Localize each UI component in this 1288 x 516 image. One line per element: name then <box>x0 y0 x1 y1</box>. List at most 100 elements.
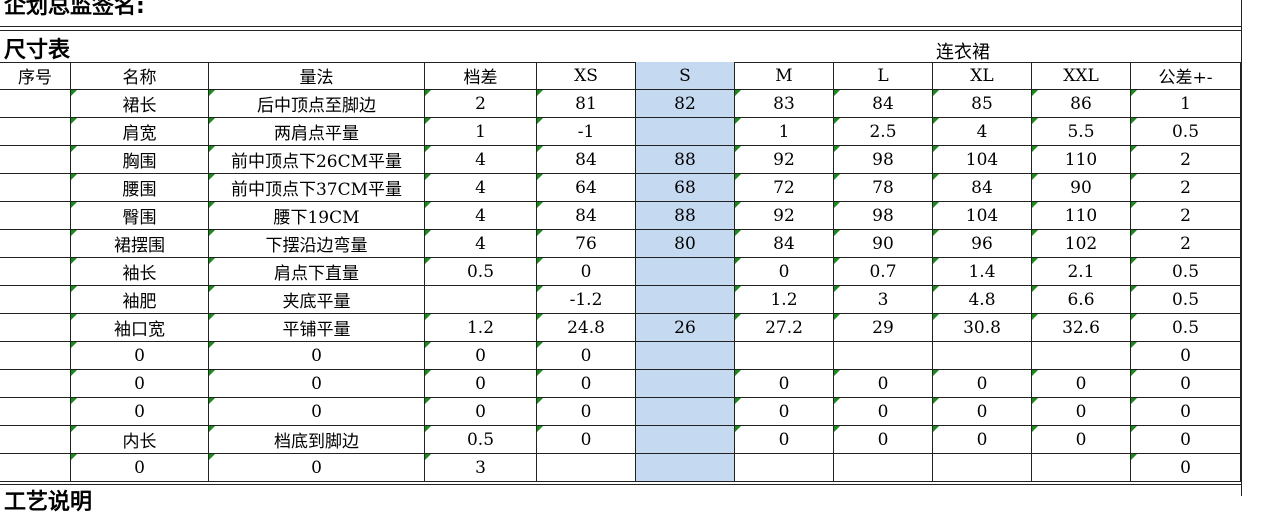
table-cell <box>933 342 1032 370</box>
table-cell: 27.2 <box>735 314 834 342</box>
header-cell: L <box>834 62 933 90</box>
title: 尺寸表 <box>4 38 71 63</box>
table-cell <box>0 258 71 286</box>
table-cell: 0 <box>71 398 209 426</box>
table-cell <box>0 230 71 258</box>
table-cell: 84 <box>735 230 834 258</box>
header-cell: XL <box>933 62 1032 90</box>
top-text: 企划总监签名: <box>4 0 145 19</box>
table-cell: 0 <box>209 342 425 370</box>
table-cell <box>834 454 933 482</box>
table-cell <box>735 454 834 482</box>
header-cell: M <box>735 62 834 90</box>
table-cell: 2 <box>1131 202 1241 230</box>
table-cell: 裙摆围 <box>71 230 209 258</box>
table-cell <box>636 370 735 398</box>
table-cell <box>0 146 71 174</box>
table-cell: 0.5 <box>1131 286 1241 314</box>
table-cell <box>425 286 537 314</box>
header-cell: 序号 <box>0 62 71 90</box>
table-cell <box>933 454 1032 482</box>
table-cell: -1 <box>537 118 636 146</box>
header-cell: 量法 <box>209 62 425 90</box>
border <box>1241 0 1242 496</box>
table-cell: 0 <box>209 398 425 426</box>
table-cell: 腰下19CM <box>209 202 425 230</box>
table-cell: 0 <box>735 258 834 286</box>
table-cell: 0 <box>1032 370 1131 398</box>
table-cell: 0 <box>537 370 636 398</box>
table-cell: 0 <box>1131 426 1241 454</box>
table-cell: 前中顶点下26CM平量 <box>209 146 425 174</box>
table-cell <box>834 342 933 370</box>
table-cell: 0 <box>735 370 834 398</box>
header-cell: 公差+- <box>1131 62 1241 90</box>
table-cell <box>636 454 735 482</box>
table-cell: 0 <box>834 398 933 426</box>
table-cell: 5.5 <box>1032 118 1131 146</box>
table-cell: 袖肥 <box>71 286 209 314</box>
table-cell: 0 <box>1032 398 1131 426</box>
table-cell <box>0 426 71 454</box>
table-cell: 1.4 <box>933 258 1032 286</box>
table-cell: 2.5 <box>834 118 933 146</box>
table-cell: 0 <box>834 370 933 398</box>
table-cell: 98 <box>834 202 933 230</box>
table-cell <box>0 90 71 118</box>
table-cell <box>636 398 735 426</box>
table-cell: 84 <box>537 202 636 230</box>
table-cell <box>0 370 71 398</box>
header-cell: S <box>636 62 735 90</box>
table-cell: 前中顶点下37CM平量 <box>209 174 425 202</box>
table-cell: 1 <box>1131 90 1241 118</box>
table-cell: 0.5 <box>425 258 537 286</box>
table-cell <box>537 454 636 482</box>
table-cell <box>636 258 735 286</box>
rule <box>0 484 1241 485</box>
table-cell: 4 <box>425 230 537 258</box>
table-cell: 72 <box>735 174 834 202</box>
table-cell: 0 <box>71 454 209 482</box>
table-cell: 29 <box>834 314 933 342</box>
header-cell: 名称 <box>71 62 209 90</box>
table-cell: 0 <box>537 342 636 370</box>
table-cell: 90 <box>834 230 933 258</box>
table-cell: 4 <box>425 202 537 230</box>
table-cell: 0 <box>537 258 636 286</box>
table-cell <box>0 342 71 370</box>
table-cell: 1.2 <box>425 314 537 342</box>
table-cell: 26 <box>636 314 735 342</box>
table-cell: 96 <box>933 230 1032 258</box>
table-cell <box>735 342 834 370</box>
table-cell: 0 <box>933 370 1032 398</box>
table-cell: 袖口宽 <box>71 314 209 342</box>
table-cell: 0.5 <box>1131 314 1241 342</box>
table-cell: 0 <box>71 342 209 370</box>
table-cell: 83 <box>735 90 834 118</box>
table-cell: 110 <box>1032 146 1131 174</box>
table-cell: 98 <box>834 146 933 174</box>
table-cell: 0 <box>735 426 834 454</box>
table-cell <box>0 286 71 314</box>
table-cell: 80 <box>636 230 735 258</box>
table-cell: 4 <box>425 146 537 174</box>
table-cell: 0 <box>834 426 933 454</box>
table-cell <box>0 314 71 342</box>
table-cell: 0.5 <box>1131 258 1241 286</box>
table-cell: 85 <box>933 90 1032 118</box>
page: 企划总监签名: 尺寸表 连衣裙 序号 名称 量法 档差 XS S M L XL XXL 公差+- 裙长… <box>0 0 1242 515</box>
table-cell: 102 <box>1032 230 1131 258</box>
table-cell: 胸围 <box>71 146 209 174</box>
table-cell: 82 <box>636 90 735 118</box>
table-cell: 0 <box>933 426 1032 454</box>
table-cell: 104 <box>933 202 1032 230</box>
table-cell: 110 <box>1032 202 1131 230</box>
table-cell <box>0 202 71 230</box>
table-cell: 两肩点平量 <box>209 118 425 146</box>
table-cell: 3 <box>425 454 537 482</box>
table-cell: 0 <box>537 398 636 426</box>
table-cell: 84 <box>933 174 1032 202</box>
table-cell <box>1032 454 1131 482</box>
table-cell: 1.2 <box>735 286 834 314</box>
table-cell: 92 <box>735 202 834 230</box>
